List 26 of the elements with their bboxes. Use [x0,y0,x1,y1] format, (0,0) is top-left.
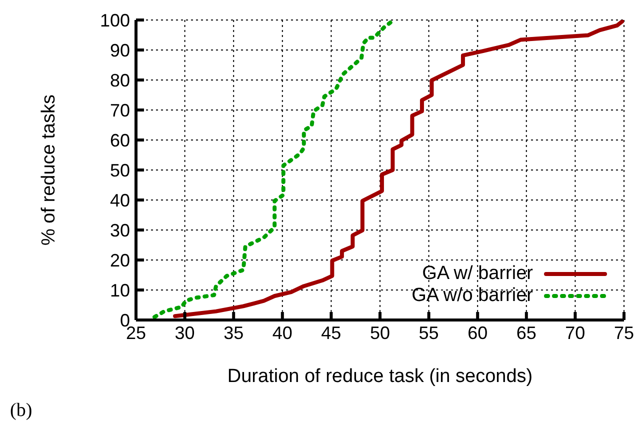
x-tick-label: 65 [516,322,536,343]
y-tick-label: 60 [110,130,130,150]
x-axis-title: Duration of reduce task (in seconds) [227,366,533,387]
y-tick-label: 10 [110,280,130,300]
x-tick-label: 75 [614,322,634,343]
x-tick-label: 50 [370,322,390,343]
y-tick-label: 70 [110,100,130,120]
legend-label: GA w/o barrier [412,285,533,307]
y-tick-label: 40 [110,190,130,210]
x-tick-label: 45 [321,322,342,343]
x-tick-label: 35 [224,322,244,343]
line-series [152,20,394,319]
y-tick-label: 30 [110,220,130,240]
x-tick-label: 55 [418,322,439,343]
legend-label: GA w/ barrier [422,263,533,285]
x-tick-label: 70 [565,322,586,343]
y-axis-title: % of reduce tasks [38,94,60,246]
x-tick-label: 60 [468,322,488,343]
y-tick-label: 90 [110,40,130,60]
x-tick-label: 30 [174,322,195,343]
y-tick-label: 80 [110,70,130,90]
y-tick-label: 50 [110,160,130,180]
text: (b) [10,400,32,422]
x-tick-label: 40 [272,322,292,343]
y-tick-label: 100 [100,10,130,30]
y-tick-label: 20 [110,250,130,270]
